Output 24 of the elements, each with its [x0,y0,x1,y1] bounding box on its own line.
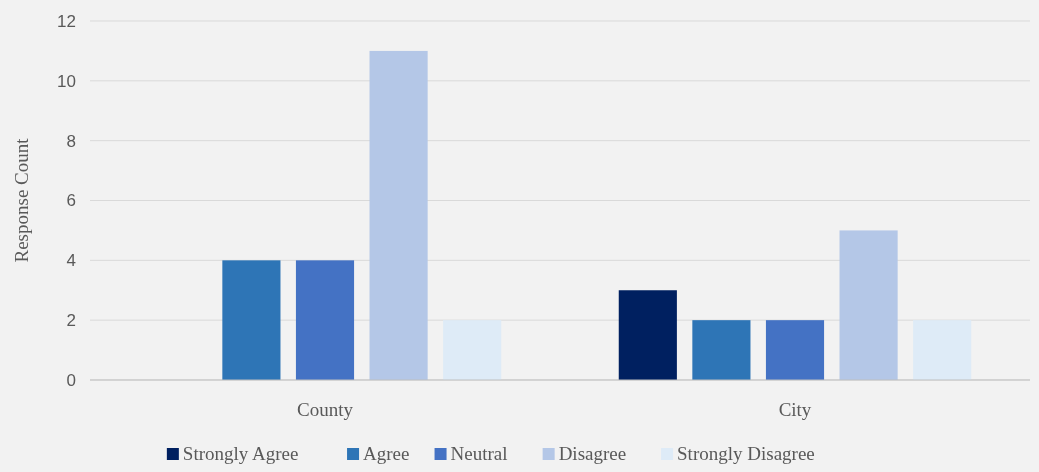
legend-label: Neutral [450,443,508,464]
bar [692,320,751,380]
x-tick-label: County [297,399,354,420]
y-tick-label: 10 [57,71,76,91]
y-tick-label: 8 [66,131,76,151]
bar [369,50,428,380]
legend-label: Agree [363,443,410,464]
legend-label: Strongly Agree [182,443,299,464]
y-tick-label: 12 [57,11,76,31]
bar [839,230,898,380]
y-tick-label: 6 [66,191,76,211]
bar [913,320,972,380]
bar [765,320,825,380]
y-tick-label: 2 [66,311,76,331]
x-tick-label: City [778,399,812,420]
y-tick-label: 4 [66,251,76,271]
bar [295,260,355,380]
bar [443,320,502,380]
bar [222,260,281,380]
bar [618,290,677,380]
legend-label: Disagree [558,443,627,464]
y-tick-label: 0 [66,370,76,390]
y-axis-title: Response Count [11,137,32,263]
legend-label: Strongly Disagree [677,443,815,464]
